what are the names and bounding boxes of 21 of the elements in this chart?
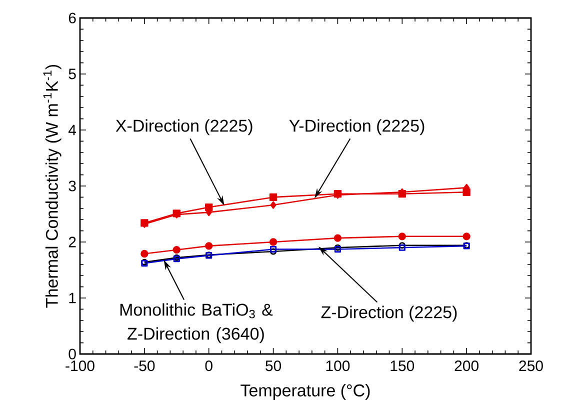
y-tick-label: 1 xyxy=(69,292,76,304)
annotation: Z-Direction (2225) xyxy=(321,306,457,322)
x-tick-label: 50 xyxy=(266,360,282,372)
y-tick-label: 0 xyxy=(68,348,76,360)
y-tick-label: 2 xyxy=(68,236,76,248)
y-tick-label: 5 xyxy=(68,68,76,80)
y-tick-label: 4 xyxy=(68,124,76,136)
y-tick-label: 3 xyxy=(68,180,76,192)
x-tick-label: 0 xyxy=(205,360,212,372)
x-axis-title: Temperature (°C) xyxy=(240,384,370,400)
x-tick-label: 150 xyxy=(390,360,414,372)
x-tick-label: 200 xyxy=(454,360,478,372)
x-tick-label: -50 xyxy=(134,360,155,372)
annotation: X-Direction (2225) xyxy=(116,119,252,136)
y-tick-label: 6 xyxy=(68,12,76,24)
y-axis-title: Thermal Conductivity (W m$^{-1}$K$^{-1}$) xyxy=(43,64,62,308)
x-tick-label: 250 xyxy=(519,360,543,372)
x-tick-label: -100 xyxy=(66,360,94,372)
annotation: Y-Direction (2225) xyxy=(289,119,424,136)
annotation: Monolithic BaTiO$_{3}$ & Z-Direction (3640) xyxy=(120,303,273,344)
x-tick-label: 100 xyxy=(326,360,350,372)
